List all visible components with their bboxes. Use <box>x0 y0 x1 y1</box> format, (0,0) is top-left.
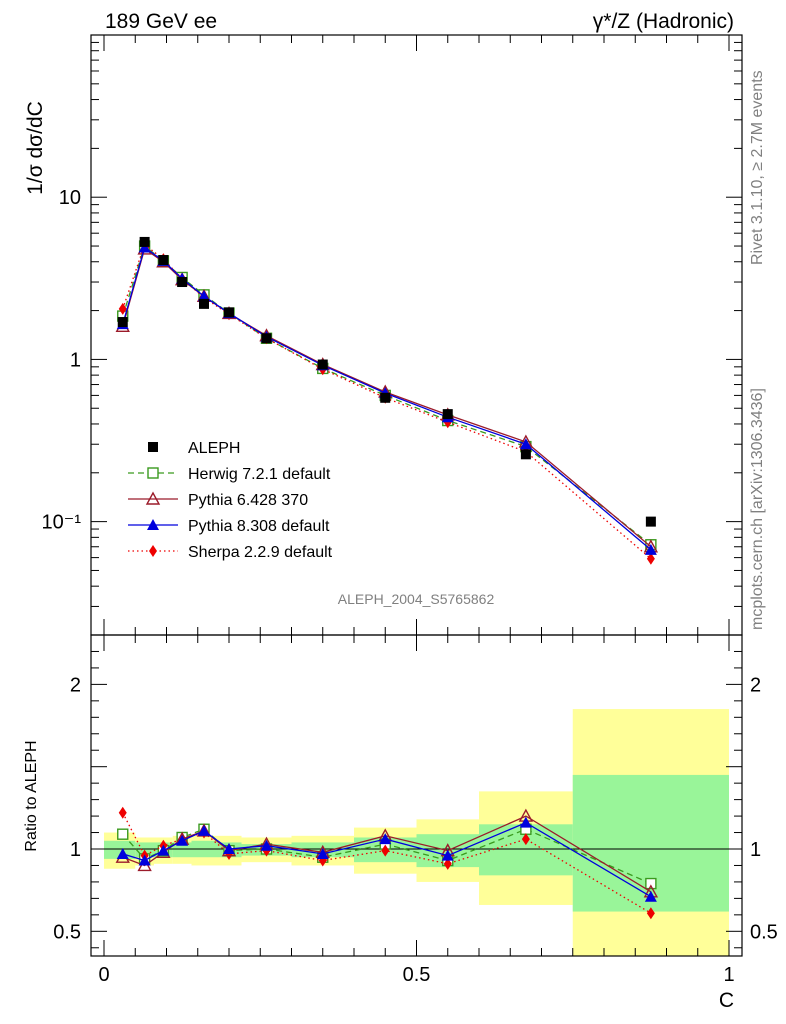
ratio-point-pythia-8-308-default <box>316 847 329 859</box>
ratio-point-pythia-8-308-default <box>157 844 170 856</box>
main-point-aleph <box>317 359 328 370</box>
main-point-aleph <box>520 449 531 460</box>
rivet-label: Rivet 3.1.10, ≥ 2.7M events <box>749 70 766 265</box>
ratio-band-inner <box>172 842 192 858</box>
ratio-point-sherpa-2-2-9-default <box>521 833 530 846</box>
legend-marker-pythia-6-428-370 <box>145 491 161 505</box>
ratio-point-sherpa-2-2-9-default <box>646 907 655 920</box>
main-point-aleph <box>139 236 150 247</box>
header-left: 189 GeV ee <box>105 10 217 33</box>
main-point-pythia-8-308-default <box>644 543 657 555</box>
ratio-point-pythia-8-308-default <box>260 839 273 851</box>
ratio-y-tick-label-left: 1 <box>70 839 81 861</box>
ratio-y-tick-label-left: 2 <box>70 674 81 696</box>
legend-label-pythia-8-308-default: Pythia 8.308 default <box>188 518 330 535</box>
ratio-point-pythia-8-308-default <box>176 834 189 846</box>
header-right: γ*/Z (Hadronic) <box>593 10 734 33</box>
ratio-point-sherpa-2-2-9-default <box>381 844 390 857</box>
main-point-pythia-8-308-default <box>138 241 151 253</box>
legend-marker-herwig-7-2-1-default <box>147 467 159 479</box>
ratio-y-axis-label: Ratio to ALEPH <box>23 740 40 851</box>
ratio-point-pythia-8-308-default <box>441 849 454 861</box>
mcplots-label: mcplots.cern.ch [arXiv:1306.3436] <box>749 388 766 630</box>
ratio-point-pythia-8-308-default <box>519 816 532 828</box>
legend-label-herwig-7-2-1-default: Herwig 7.2.1 default <box>188 466 331 483</box>
ratio-point-herwig-7-2-1-default <box>117 828 129 840</box>
main-y-tick-label: 10⁻¹ <box>42 512 82 534</box>
main-point-aleph <box>199 298 209 309</box>
main-point-aleph <box>158 255 169 266</box>
ratio-point-pythia-8-308-default <box>138 854 151 866</box>
x-axis-label: C <box>719 989 734 1012</box>
main-point-pythia-8-308-default <box>198 290 210 302</box>
legend-label-sherpa-2-2-9-default: Sherpa 2.2.9 default <box>188 544 333 561</box>
legend-label-aleph: ALEPH <box>188 440 240 457</box>
ratio-point-pythia-8-308-default <box>644 890 657 902</box>
ratio-point-sherpa-2-2-9-default <box>443 857 452 870</box>
main-point-aleph <box>442 409 453 420</box>
ratio-point-pythia-8-308-default <box>198 824 210 836</box>
ratio-point-herwig-7-2-1-default <box>645 877 657 890</box>
ratio-point-pythia-8-308-default <box>223 843 235 854</box>
ratio-band-inner <box>104 840 136 859</box>
main-plot-axes: 10⁻¹ 1 10 <box>42 35 742 636</box>
main-point-aleph <box>380 392 391 403</box>
main-point-aleph <box>645 516 656 527</box>
ratio-point-sherpa-2-2-9-default <box>118 806 127 819</box>
main-point-sherpa-2-2-9-default <box>118 302 127 315</box>
legend-marker-sherpa-2-2-9-default <box>149 545 157 557</box>
main-y-tick-label: 1 <box>70 349 81 371</box>
ratio-plot-axes: 0 0.5 1 0.5 0.5 1 1 2 2 <box>53 634 778 986</box>
legend-marker-pythia-8-308-default <box>147 519 159 530</box>
ratio-y-tick-label-left: 0.5 <box>53 921 81 943</box>
main-point-aleph <box>117 317 128 328</box>
ratio-x-tick-label: 1 <box>723 964 734 986</box>
main-y-axis-label: 1/σ dσ/dC <box>24 101 47 195</box>
legend-label-pythia-6-428-370: Pythia 6.428 370 <box>188 492 308 509</box>
legend: ALEPH Herwig 7.2.1 default Pythia 6.428 37… <box>128 440 333 561</box>
ratio-y-tick-label-right: 0.5 <box>750 921 778 943</box>
legend-marker-aleph <box>148 442 158 452</box>
main-plot: 10⁻¹ 1 10 1/σ dσ/dC ALEPH_2004_S5765862 AL… <box>24 34 743 636</box>
ratio-y-tick-label-right: 2 <box>750 674 761 696</box>
main-point-aleph <box>224 307 234 318</box>
main-point-aleph <box>177 277 188 288</box>
ratio-uncertainty-bands <box>104 709 729 956</box>
main-point-pythia-8-308-default <box>519 438 532 450</box>
ratio-x-tick-label: 0 <box>98 964 109 986</box>
ratio-plot: 0 0.5 1 0.5 0.5 1 1 2 2 Ratio to ALEPH C <box>23 634 778 1012</box>
main-point-aleph <box>261 333 272 344</box>
ratio-y-tick-label-right: 1 <box>750 839 761 861</box>
main-y-tick-label: 10 <box>59 187 81 209</box>
ratio-point-pythia-8-308-default <box>379 833 392 845</box>
main-plot-marks <box>115 236 659 565</box>
analysis-label: ALEPH_2004_S5765862 <box>338 591 495 607</box>
main-point-sherpa-2-2-9-default <box>646 552 655 565</box>
ratio-point-pythia-8-308-default <box>116 847 129 859</box>
ratio-plot-marks <box>91 806 742 920</box>
ratio-x-tick-label: 0.5 <box>403 964 431 986</box>
